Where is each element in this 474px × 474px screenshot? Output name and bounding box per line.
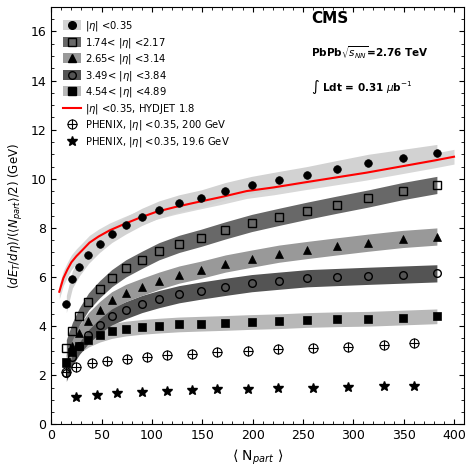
Text: $\int$ Ldt = 0.31 $\mu$b$^{-1}$: $\int$ Ldt = 0.31 $\mu$b$^{-1}$ <box>311 78 413 96</box>
Y-axis label: $(dE_T/d\eta)/(\langle N_{part}\rangle /2)$ (GeV): $(dE_T/d\eta)/(\langle N_{part}\rangle /… <box>7 143 25 289</box>
Text: PbPb$\sqrt{s_{NN}}$=2.76 TeV: PbPb$\sqrt{s_{NN}}$=2.76 TeV <box>311 45 429 61</box>
Legend: $|\eta|$ <0.35, 1.74< $|\eta|$ <2.17, 2.65< $|\eta|$ <3.14, 3.49< $|\eta|$ <3.84: $|\eta|$ <0.35, 1.74< $|\eta|$ <2.17, 2.… <box>60 16 233 152</box>
Text: CMS: CMS <box>311 11 348 26</box>
X-axis label: $\langle$ N$_{part}$ $\rangle$: $\langle$ N$_{part}$ $\rangle$ <box>232 448 283 467</box>
